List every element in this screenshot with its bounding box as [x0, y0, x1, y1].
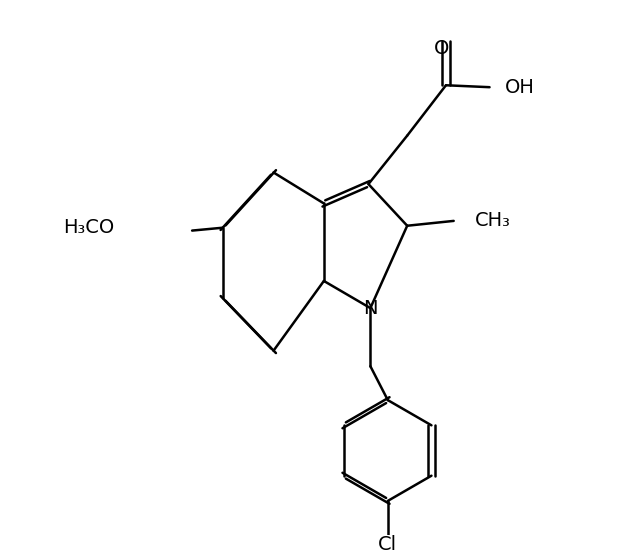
- Text: N: N: [363, 299, 378, 317]
- Text: CH₃: CH₃: [475, 211, 511, 230]
- Text: H₃CO: H₃CO: [63, 218, 115, 237]
- Text: OH: OH: [505, 78, 535, 97]
- Text: Cl: Cl: [378, 535, 397, 552]
- Text: O: O: [433, 39, 449, 58]
